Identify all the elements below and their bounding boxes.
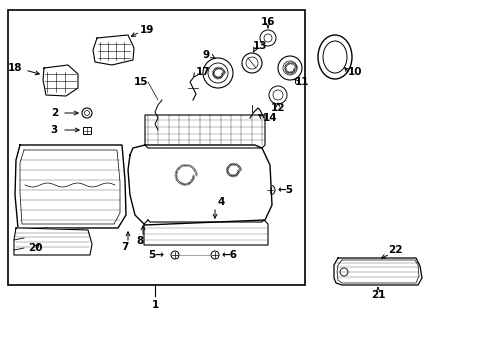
- Polygon shape: [143, 220, 267, 245]
- Text: 15: 15: [133, 77, 148, 87]
- Text: 9: 9: [203, 50, 209, 60]
- Text: 17: 17: [196, 67, 210, 77]
- Text: 7: 7: [121, 242, 128, 252]
- Polygon shape: [14, 228, 92, 255]
- Bar: [8, 10, 305, 285]
- Text: 13: 13: [252, 41, 267, 51]
- Text: 16: 16: [260, 17, 275, 27]
- Text: 5→: 5→: [148, 250, 163, 260]
- Text: 20: 20: [28, 243, 42, 253]
- Text: ←6: ←6: [222, 250, 238, 260]
- Text: 21: 21: [370, 290, 385, 300]
- Text: 2: 2: [51, 108, 58, 118]
- Text: 19: 19: [140, 25, 154, 35]
- Text: 12: 12: [270, 103, 285, 113]
- Polygon shape: [333, 258, 421, 285]
- Polygon shape: [43, 65, 78, 96]
- Polygon shape: [128, 145, 271, 225]
- Polygon shape: [93, 35, 134, 65]
- Text: 11: 11: [294, 77, 309, 87]
- Text: 18: 18: [7, 63, 22, 73]
- Polygon shape: [15, 145, 126, 228]
- Polygon shape: [145, 115, 264, 148]
- Text: 14: 14: [263, 113, 277, 123]
- Text: 22: 22: [387, 245, 402, 255]
- Text: 1: 1: [151, 300, 158, 310]
- Text: 10: 10: [347, 67, 362, 77]
- Text: 3: 3: [51, 125, 58, 135]
- Text: 8: 8: [136, 236, 143, 246]
- Text: 4: 4: [218, 197, 225, 207]
- Bar: [83, 127, 91, 134]
- Text: ←5: ←5: [278, 185, 293, 195]
